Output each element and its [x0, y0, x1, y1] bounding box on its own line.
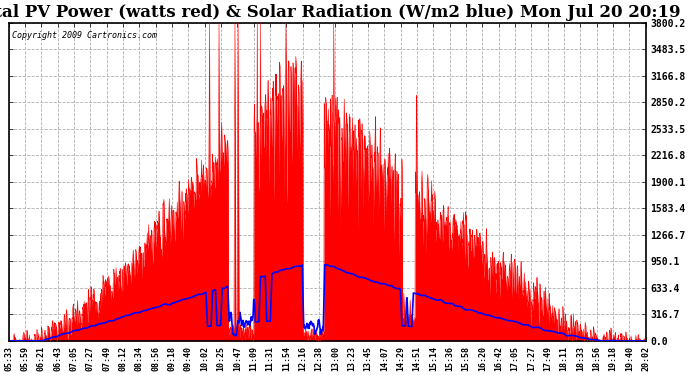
Text: Copyright 2009 Cartronics.com: Copyright 2009 Cartronics.com [12, 31, 157, 40]
Title: Total PV Power (watts red) & Solar Radiation (W/m2 blue) Mon Jul 20 20:19: Total PV Power (watts red) & Solar Radia… [0, 4, 681, 21]
